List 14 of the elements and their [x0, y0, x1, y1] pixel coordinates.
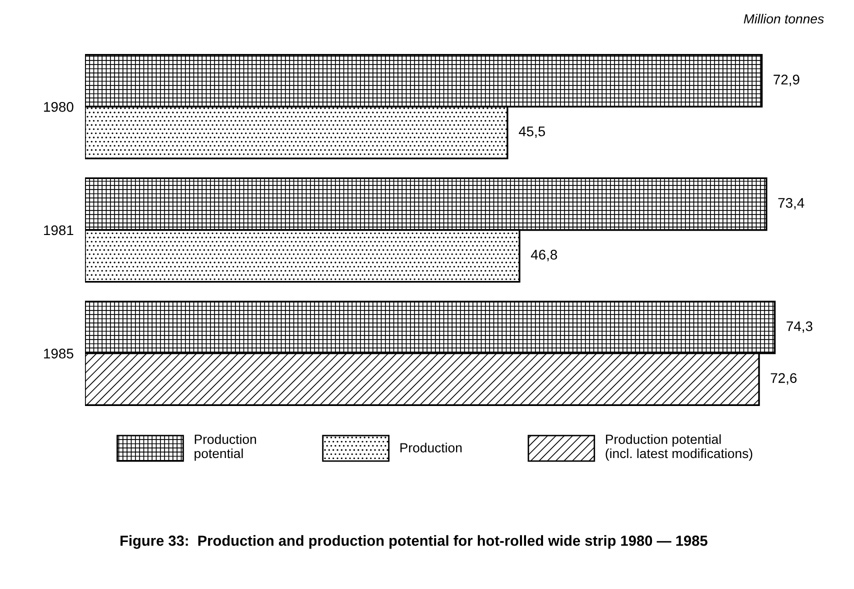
legend-label: Production potential (incl. latest modifications)	[606, 434, 752, 461]
legend-label: Production potential	[194, 434, 256, 461]
y-tick-label: 1985	[44, 348, 74, 359]
legend-label: Production	[400, 442, 462, 452]
data-label: 73,4	[778, 198, 804, 210]
y-tick-label: 1980	[44, 102, 74, 112]
text: Million tonnes	[744, 14, 824, 24]
text: Figure 33: Production and production potential for hot-rolled wide strip 1980 — 1985	[120, 535, 708, 549]
data-label: 46,8	[530, 250, 558, 262]
data-label: 45,5	[518, 126, 545, 138]
data-label: 74,3	[786, 321, 812, 333]
y-tick-label: 1981	[44, 225, 74, 236]
data-label: 72,6	[770, 373, 797, 385]
data-label: 72,9	[774, 74, 800, 86]
